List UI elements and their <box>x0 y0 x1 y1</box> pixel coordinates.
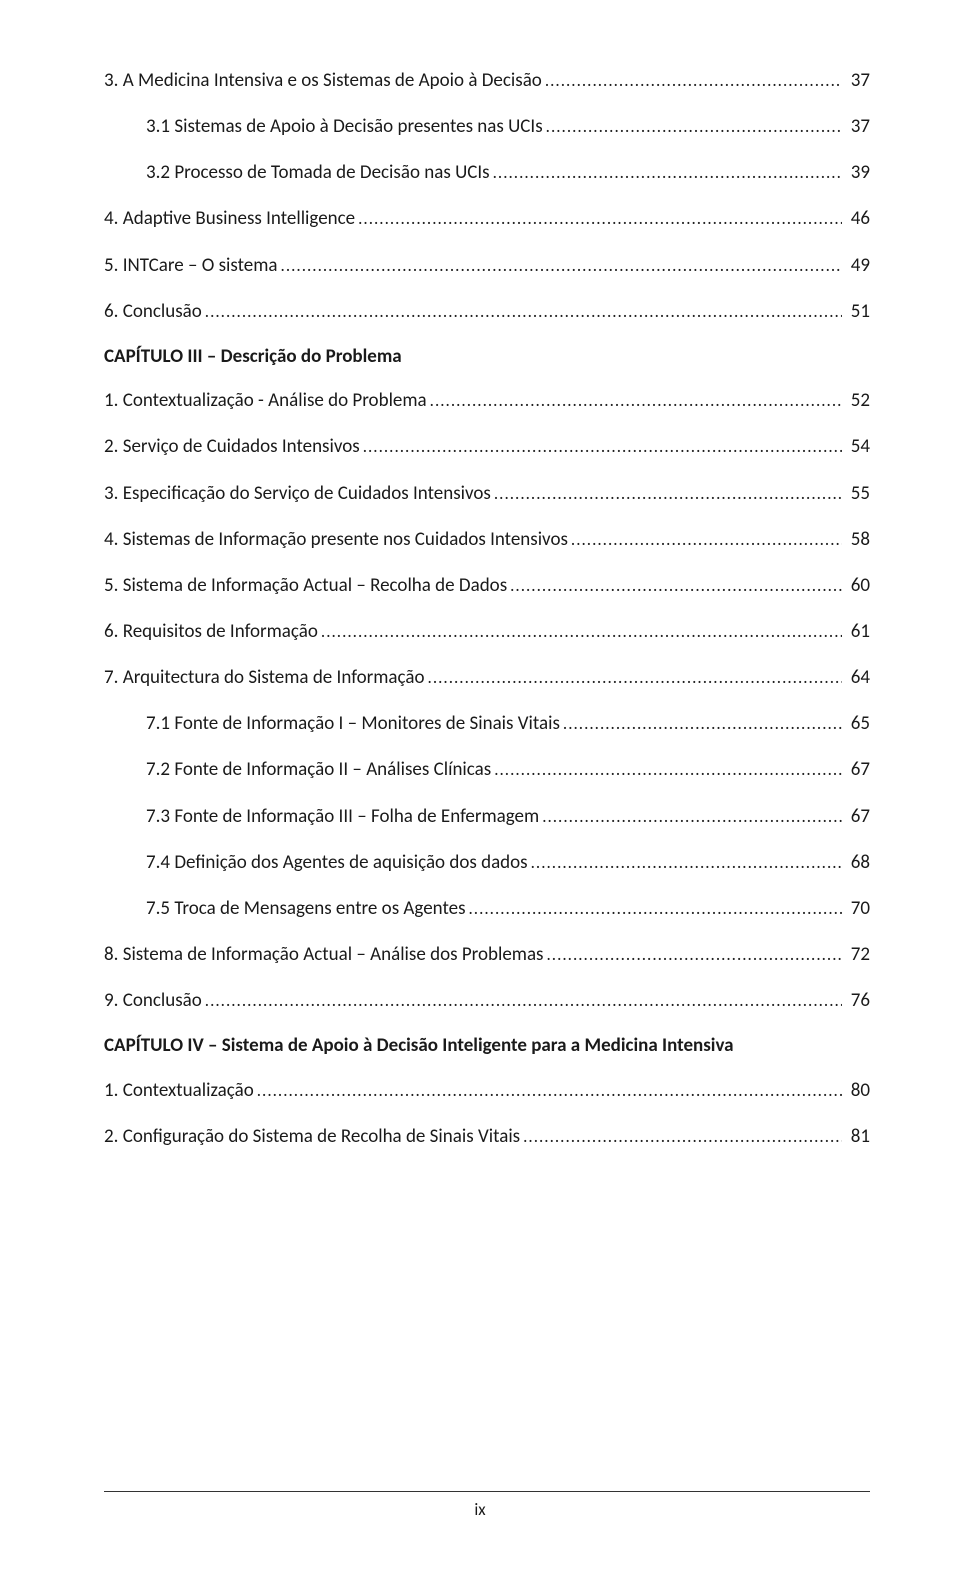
toc-entry-text: 1. Contextualização - Análise do Problem… <box>104 388 427 414</box>
toc-entry-page: 67 <box>842 757 870 783</box>
toc-entry-page: 55 <box>842 481 870 507</box>
toc-entry: 7.1 Fonte de Informação I – Monitores de… <box>146 711 870 737</box>
toc-entry-text: 2. Serviço de Cuidados Intensivos <box>104 434 360 460</box>
toc-leader-dots <box>360 436 842 459</box>
toc-entry-page: 68 <box>842 850 870 876</box>
toc-chapter-text: CAPÍTULO IV – Sistema de Apoio à Decisão… <box>104 1034 734 1057</box>
toc-entry: 3.2 Processo de Tomada de Decisão nas UC… <box>146 160 870 186</box>
toc-leader-dots <box>254 1080 842 1103</box>
toc-entry-page: 60 <box>842 573 870 599</box>
footer-rule <box>104 1491 870 1492</box>
toc-entry-page: 61 <box>842 619 870 645</box>
toc-entry-text: 3.1 Sistemas de Apoio à Decisão presente… <box>146 114 543 140</box>
toc-entry: 7.2 Fonte de Informação II – Análises Cl… <box>146 757 870 783</box>
toc-entry-page: 54 <box>842 434 870 460</box>
toc-entry-text: 7.5 Troca de Mensagens entre os Agentes <box>146 896 466 922</box>
toc-entry-text: 8. Sistema de Informação Actual – Anális… <box>104 942 543 968</box>
toc-entry: 3. Especificação do Serviço de Cuidados … <box>104 481 870 507</box>
toc-entry-text: 5. Sistema de Informação Actual – Recolh… <box>104 573 507 599</box>
toc-entry: 8. Sistema de Informação Actual – Anális… <box>104 942 870 968</box>
toc-entry: 7.4 Definição dos Agentes de aquisição d… <box>146 850 870 876</box>
toc-entry-text: 7.2 Fonte de Informação II – Análises Cl… <box>146 757 491 783</box>
toc-entry-text: 9. Conclusão <box>104 988 202 1014</box>
toc-entry-page: 37 <box>842 68 870 94</box>
toc-entry: 9. Conclusão 76 <box>104 988 870 1014</box>
toc-entry: 3. A Medicina Intensiva e os Sistemas de… <box>104 68 870 94</box>
table-of-contents: 3. A Medicina Intensiva e os Sistemas de… <box>104 68 870 1150</box>
toc-entry: 2. Configuração do Sistema de Recolha de… <box>104 1124 870 1150</box>
toc-leader-dots <box>318 621 842 644</box>
toc-entry-text: 5. INTCare – O sistema <box>104 253 278 279</box>
toc-entry-page: 52 <box>842 388 870 414</box>
toc-entry: 7. Arquitectura do Sistema de Informação… <box>104 665 870 691</box>
toc-entry-page: 46 <box>842 206 870 232</box>
toc-leader-dots <box>507 575 842 598</box>
toc-entry: 7.3 Fonte de Informação III – Folha de E… <box>146 804 870 830</box>
toc-leader-dots <box>491 759 842 782</box>
toc-entry-text: 4. Adaptive Business Intelligence <box>104 206 355 232</box>
toc-entry: 4. Adaptive Business Intelligence 46 <box>104 206 870 232</box>
toc-chapter-text: CAPÍTULO III – Descrição do Problema <box>104 345 402 368</box>
toc-leader-dots <box>466 898 842 921</box>
toc-entry-page: 49 <box>842 253 870 279</box>
toc-entry: 5. Sistema de Informação Actual – Recolh… <box>104 573 870 599</box>
toc-entry: 3.1 Sistemas de Apoio à Decisão presente… <box>146 114 870 140</box>
toc-entry-text: 7.3 Fonte de Informação III – Folha de E… <box>146 804 539 830</box>
toc-entry: 1. Contextualização - Análise do Problem… <box>104 388 870 414</box>
toc-entry-page: 67 <box>842 804 870 830</box>
toc-leader-dots <box>543 116 842 139</box>
toc-leader-dots <box>560 713 842 736</box>
toc-entry-text: 7.1 Fonte de Informação I – Monitores de… <box>146 711 560 737</box>
toc-leader-dots <box>427 390 842 413</box>
toc-leader-dots <box>520 1126 842 1149</box>
toc-entry: 6. Requisitos de Informação 61 <box>104 619 870 645</box>
toc-entry-text: 6. Requisitos de Informação <box>104 619 318 645</box>
page-number: ix <box>0 1499 960 1520</box>
toc-entry-page: 80 <box>842 1078 870 1104</box>
toc-entry: 7.5 Troca de Mensagens entre os Agentes … <box>146 896 870 922</box>
toc-entry-text: 3. A Medicina Intensiva e os Sistemas de… <box>104 68 542 94</box>
toc-entry-text: 2. Configuração do Sistema de Recolha de… <box>104 1124 520 1150</box>
toc-entry-text: 3. Especificação do Serviço de Cuidados … <box>104 481 491 507</box>
toc-chapter-heading: CAPÍTULO III – Descrição do Problema <box>104 345 870 368</box>
toc-entry-text: 7.4 Definição dos Agentes de aquisição d… <box>146 850 528 876</box>
toc-entry-text: 7. Arquitectura do Sistema de Informação <box>104 665 425 691</box>
toc-leader-dots <box>542 70 842 93</box>
toc-entry-page: 37 <box>842 114 870 140</box>
toc-entry-text: 4. Sistemas de Informação presente nos C… <box>104 527 568 553</box>
toc-leader-dots <box>425 667 842 690</box>
toc-entry: 1. Contextualização 80 <box>104 1078 870 1104</box>
toc-entry-text: 6. Conclusão <box>104 299 202 325</box>
toc-leader-dots <box>202 990 842 1013</box>
toc-leader-dots <box>528 852 842 875</box>
toc-leader-dots <box>539 806 842 829</box>
toc-entry-page: 65 <box>842 711 870 737</box>
toc-entry-page: 64 <box>842 665 870 691</box>
toc-entry: 2. Serviço de Cuidados Intensivos 54 <box>104 434 870 460</box>
toc-leader-dots <box>568 529 842 552</box>
toc-chapter-heading: CAPÍTULO IV – Sistema de Apoio à Decisão… <box>104 1034 870 1057</box>
toc-leader-dots <box>202 301 842 324</box>
toc-entry: 5. INTCare – O sistema 49 <box>104 253 870 279</box>
toc-leader-dots <box>490 162 842 185</box>
toc-entry-page: 72 <box>842 942 870 968</box>
toc-leader-dots <box>543 944 842 967</box>
toc-entry-page: 70 <box>842 896 870 922</box>
toc-entry-text: 1. Contextualização <box>104 1078 254 1104</box>
toc-entry-text: 3.2 Processo de Tomada de Decisão nas UC… <box>146 160 490 186</box>
toc-entry: 4. Sistemas de Informação presente nos C… <box>104 527 870 553</box>
toc-entry-page: 39 <box>842 160 870 186</box>
toc-entry-page: 51 <box>842 299 870 325</box>
toc-entry-page: 58 <box>842 527 870 553</box>
toc-entry: 6. Conclusão 51 <box>104 299 870 325</box>
toc-entry-page: 76 <box>842 988 870 1014</box>
toc-leader-dots <box>491 483 842 506</box>
toc-leader-dots <box>355 208 842 231</box>
toc-leader-dots <box>278 255 842 278</box>
toc-entry-page: 81 <box>842 1124 870 1150</box>
